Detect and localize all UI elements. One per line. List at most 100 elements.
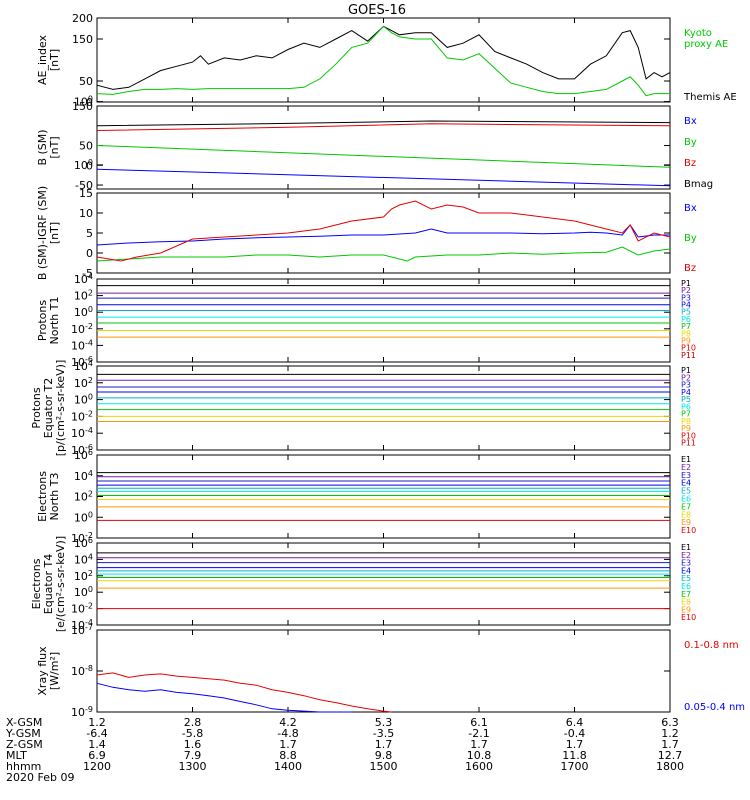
- channel-label: P3: [681, 293, 691, 302]
- y-axis-label: Protons: [36, 300, 49, 341]
- footer-value: 1.7: [661, 738, 679, 751]
- channel-label: P6: [681, 402, 691, 411]
- orbit-footer: X-GSM 1.2 2.8 4.2 5.3 6.1 6.4 6.3 Y-GSM -6.4 -5.8 -…: [5, 716, 684, 784]
- y-tick-label: 15: [79, 187, 93, 200]
- y-tick-label: 150: [72, 33, 93, 46]
- y-tick-label: 0: [86, 247, 93, 260]
- footer-value: -2.1: [468, 727, 489, 740]
- panel-electrons_t4: 10-4 10-2 100 102 104 106 Electrons Equator T4[…: [30, 536, 696, 632]
- footer-row-label: Z-GSM: [6, 738, 43, 751]
- series-line: [96, 25, 670, 97]
- footer-value: 1400: [274, 760, 302, 773]
- series-line: [96, 200, 671, 262]
- y-tick-label: 106: [74, 536, 93, 550]
- footer-value: -4.8: [277, 727, 298, 740]
- footer-value: 10.8: [467, 749, 492, 762]
- y-axis-label: [e/(cm²-s-sr-keV)]: [54, 536, 67, 632]
- y-axis-label: Xray flux: [36, 646, 49, 696]
- channel-label: E9: [681, 518, 691, 527]
- footer-row-label: hhmm: [6, 760, 41, 773]
- legend-entry: Bx: [684, 203, 697, 214]
- channel-label: P5: [681, 395, 691, 404]
- footer-value: 1.7: [566, 738, 584, 751]
- channel-label: P10: [681, 431, 696, 440]
- y-tick-label: 106: [74, 448, 93, 462]
- panel-frame: [96, 454, 671, 539]
- channel-label: E2: [681, 551, 691, 560]
- y-tick-label: 10-2: [71, 409, 93, 423]
- y-axis-label: B (SM): [36, 129, 49, 165]
- y-tick-label: 102: [74, 569, 93, 583]
- channel-label: E1: [681, 543, 691, 552]
- channel-label: E5: [681, 487, 691, 496]
- channel-label: P5: [681, 308, 691, 317]
- channel-label: E6: [681, 582, 691, 591]
- footer-value: 8.8: [279, 749, 297, 762]
- footer-value: 6.1: [470, 716, 488, 729]
- channel-label: P2: [681, 286, 691, 295]
- panel-frame: [96, 629, 671, 713]
- footer-value: 1200: [83, 760, 111, 773]
- y-tick-label: 10-7: [71, 623, 93, 637]
- y-axis-label: [nT]: [48, 222, 61, 244]
- footer-value: -3.5: [373, 727, 394, 740]
- y-tick-label: 50: [79, 75, 93, 88]
- y-tick-label: -5: [82, 267, 93, 280]
- y-tick-label: 10-6: [71, 443, 93, 457]
- y-tick-label: 104: [74, 552, 93, 566]
- y-axis-label: Protons: [30, 387, 43, 428]
- footer-value: 1300: [179, 760, 207, 773]
- footer-value: 1.7: [279, 738, 297, 751]
- series-line: [96, 672, 392, 713]
- footer-value: 1.7: [375, 738, 393, 751]
- channel-label: P11: [681, 439, 696, 448]
- channel-label: E5: [681, 574, 691, 583]
- footer-row-label: X-GSM: [6, 716, 42, 729]
- footer-value: 1.7: [470, 738, 488, 751]
- series-line: [96, 120, 671, 127]
- footer-value: 1.4: [88, 738, 106, 751]
- series-line: [96, 25, 671, 90]
- channel-label: E6: [681, 495, 691, 504]
- y-tick-label: 0: [86, 96, 93, 109]
- footer-value: 6.3: [661, 716, 679, 729]
- y-tick-label: 10-4: [71, 338, 93, 352]
- channel-label: P3: [681, 381, 691, 390]
- y-axis-label: [p/(cm²-s-sr-keV)]: [54, 360, 67, 457]
- y-axis-label: AE_index: [36, 34, 49, 85]
- footer-value: 1700: [561, 760, 589, 773]
- y-tick-label: -50: [75, 179, 93, 192]
- panel-b_sm: -50 0 50 100 150 B (SM) [nT] Bx By Bz Bmag: [36, 100, 713, 192]
- panel-frame: [96, 365, 671, 451]
- legend-entry: Themis AE: [683, 92, 737, 103]
- panel-frame: [96, 278, 671, 363]
- y-tick-label: 10-2: [71, 322, 93, 336]
- channel-label: P2: [681, 373, 691, 382]
- y-axis-label: North T3: [48, 473, 61, 521]
- figure-title: GOES-16: [348, 3, 406, 18]
- panel-protons_t1: 10-6 10-4 10-2 100 102 104 Protons North T1 P1P2…: [36, 272, 696, 369]
- footer-value: 1500: [370, 760, 398, 773]
- series-line: [96, 123, 671, 131]
- channel-label: P4: [681, 388, 691, 397]
- channel-label: E7: [681, 590, 691, 599]
- channel-label: E8: [681, 510, 691, 519]
- footer-value: 1800: [656, 760, 684, 773]
- channel-label: E1: [681, 455, 691, 464]
- y-tick-label: 100: [74, 305, 93, 319]
- y-tick-label: 100: [74, 585, 93, 599]
- legend-entry: By: [684, 137, 697, 148]
- panel-frame: [96, 542, 671, 626]
- footer-value: 1600: [465, 760, 493, 773]
- footer-value: 11.8: [562, 749, 587, 762]
- y-axis-label: Equator T4: [42, 554, 55, 614]
- footer-value: 12.7: [658, 749, 683, 762]
- channel-label: P9: [681, 336, 691, 345]
- panel-b_minus_igrf: -5 0 5 10 15 B (SM)-IGRF (SM) [nT] Bx By Bz: [36, 186, 697, 280]
- y-axis-label: Electrons: [30, 558, 43, 609]
- channel-label: E3: [681, 471, 691, 480]
- panel-frame: [96, 105, 671, 190]
